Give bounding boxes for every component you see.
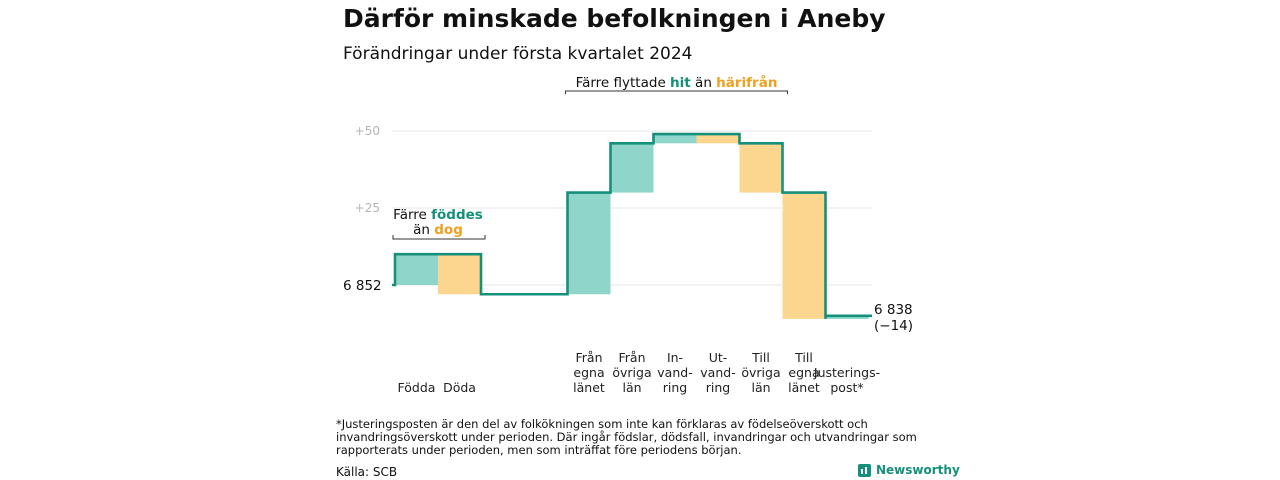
category-label-line: Ut- [709,350,728,365]
category-label-2: Från egna länet [573,350,605,395]
category-label-line: ring [663,380,687,395]
brand-name: Newsworthy [876,463,960,477]
category-label-line: egna [788,365,819,380]
annotation-text: Färre [393,207,431,223]
moves-annotation: Färre flyttade hit än härifrån [576,74,778,91]
bar-4 [653,134,697,144]
category-label-line: In- [667,350,683,365]
chart-logo-icon [858,463,871,477]
end-value-label: 6 838 [874,302,913,318]
annotation-highlight-out: dog [434,222,463,238]
category-label-line: Från [618,350,645,365]
category-label-line: ring [706,380,730,395]
start-value-label: 6 852 [343,278,382,294]
category-label-line: Från [575,350,602,365]
bar-8 [825,315,869,319]
footnote: *Justeringsposten är den del av folkökni… [336,417,917,457]
bar-2 [567,192,611,295]
category-label-line: län [622,380,641,395]
category-label-line: Födda [398,380,436,395]
annotation-highlight-out: härifrån [716,74,777,91]
bar-0 [395,254,438,285]
category-label-line: övriga [612,365,651,380]
bar-7 [782,192,826,319]
annotation-text: än [413,222,434,238]
annotation-highlight-in: föddes [431,207,483,223]
births-annotation-line2: än dog [413,222,463,238]
category-label-6: Till övriga län [741,350,780,395]
step-line [392,132,872,319]
category-label-line: vand- [657,365,692,380]
bar-5 [696,134,740,144]
category-label-line: Till [794,350,813,365]
births-annotation-line1: Färre föddes [393,207,483,223]
category-label-4: In-vand-ring [657,350,692,395]
chart-subtitle: Förändringar under första kvartalet 2024 [343,44,693,64]
running-total-line [392,132,872,319]
category-label-line: Till [751,350,770,365]
bars [395,134,869,319]
category-label-line: länet [573,380,605,395]
y-tick-label: +50 [355,124,380,138]
bar-6 [739,143,783,193]
y-tick-label: +25 [355,201,380,215]
category-label-1: Döda [443,380,476,395]
category-label-line: Döda [443,380,476,395]
births-bracket [392,235,486,240]
category-label-0: Födda [398,380,436,395]
category-label-line: övriga [741,365,780,380]
category-label-line: län [751,380,770,395]
bar-1 [438,254,481,295]
category-label-3: Från övriga län [612,350,651,395]
category-label-line: Justerings- [813,365,880,380]
bar-3 [610,143,654,193]
source-label: Källa: SCB [336,465,398,479]
annotation-highlight-in: hit [670,75,691,91]
category-label-line: länet [788,380,820,395]
category-label-7: Till egna länet [788,350,820,395]
chart-title: Därför minskade befolkningen i Aneby [343,4,886,33]
end-change-label: (−14) [874,318,913,334]
annotation-text: än [691,75,716,91]
moves-bracket [565,90,788,94]
category-label-8: Justerings-post* [813,365,880,395]
brand-logo: Newsworthy [858,463,960,477]
annotation-text: Färre flyttade [576,75,670,91]
category-label-line: vand- [700,365,735,380]
category-label-line: egna [573,365,604,380]
category-label-5: Ut-vand-ring [700,350,735,395]
category-label-line: post* [830,380,863,395]
